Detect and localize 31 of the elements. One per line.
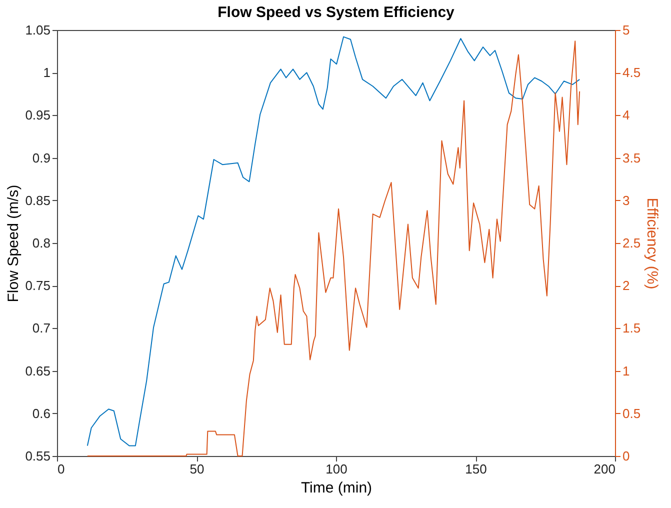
y2-axis-title: Efficiency (%) <box>644 198 661 290</box>
x-tick-label: 50 <box>190 462 204 476</box>
x-axis-title: Time (min) <box>300 480 372 496</box>
chart-title: Flow Speed vs System Efficiency <box>218 4 456 21</box>
y2-tick-label: 0 <box>622 448 630 464</box>
y-tick-label: 0.95 <box>25 108 50 123</box>
y-tick-label: 0.7 <box>32 320 50 336</box>
x-tick-label: 0 <box>58 462 65 476</box>
x-tick-label: 100 <box>326 462 348 476</box>
y-tick-label: 1 <box>43 65 50 80</box>
y2-tick-label: 0.5 <box>622 406 641 421</box>
x-tick-label: 150 <box>465 462 487 476</box>
y2-tick-label: 4.5 <box>622 65 641 80</box>
x-tick-label: 200 <box>594 462 616 476</box>
y-tick-label: 0.75 <box>25 278 50 294</box>
y2-tick-label: 2 <box>622 278 630 294</box>
y2-tick-label: 1.5 <box>622 320 641 336</box>
y2-tick-label: 1 <box>622 363 630 378</box>
y2-tick-label: 3 <box>622 192 630 208</box>
y-tick-label: 0.55 <box>25 448 50 464</box>
y2-tick-label: 5 <box>622 22 630 38</box>
y-tick-label: 0.9 <box>32 150 50 166</box>
y-tick-label: 0.8 <box>32 236 50 250</box>
y-tick-label: 0.65 <box>25 363 50 378</box>
y-tick-label: 0.6 <box>32 406 50 421</box>
y2-tick-label: 3.5 <box>622 150 641 166</box>
y2-tick-label: 2.5 <box>622 236 641 250</box>
y-tick-label: 1.05 <box>25 22 50 38</box>
y-axis-title: Flow Speed (m/s) <box>5 184 22 302</box>
y-tick-label: 0.85 <box>25 192 50 208</box>
y2-tick-label: 4 <box>622 108 630 123</box>
